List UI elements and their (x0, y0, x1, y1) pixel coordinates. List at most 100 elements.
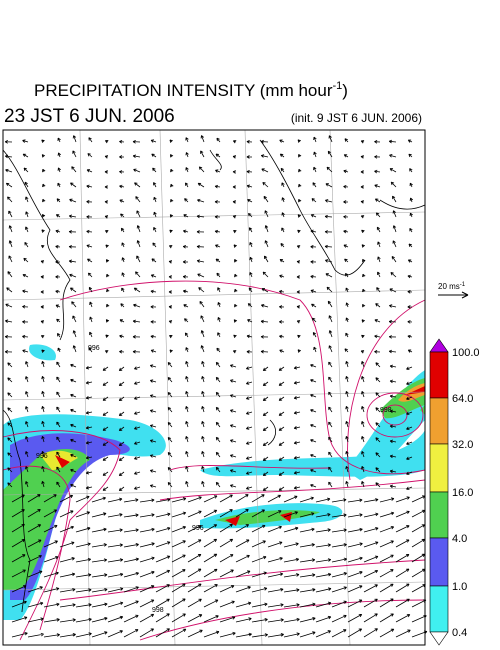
wind-arrow (139, 599, 155, 608)
wind-arrow (167, 437, 173, 443)
wind-arrow (299, 631, 316, 638)
wind-arrow (232, 215, 237, 219)
wind-arrow (246, 184, 253, 189)
wind-arrow (24, 241, 29, 248)
wind-arrow (296, 245, 301, 249)
wind-arrow (262, 441, 269, 447)
wind-arrow (262, 471, 269, 477)
wind-arrow (42, 183, 46, 188)
wind-arrow (234, 259, 238, 263)
wind-arrow (360, 170, 365, 174)
wind-arrow (104, 155, 109, 159)
wind-arrow (57, 152, 61, 158)
wind-arrow (139, 628, 154, 638)
wind-arrow (362, 303, 366, 308)
wind-arrow (312, 332, 317, 338)
wind-arrow (43, 587, 60, 593)
wind-arrow (388, 139, 397, 144)
wind-arrow (187, 583, 202, 593)
wind-arrow (119, 155, 125, 159)
wind-arrow (150, 289, 157, 294)
wind-arrow (219, 569, 234, 578)
wind-arrow (283, 603, 300, 608)
wind-arrow (85, 455, 93, 460)
wind-arrow (105, 259, 110, 263)
wind-arrow (104, 185, 109, 189)
wind-arrow (267, 618, 284, 623)
wind-arrow (235, 539, 250, 548)
wind-arrow (389, 454, 397, 459)
wind-arrow (40, 290, 45, 294)
wind-arrow (262, 381, 269, 387)
wind-arrow (375, 467, 381, 473)
wind-arrow (246, 334, 253, 339)
wind-arrow (360, 200, 365, 204)
wind-arrow (411, 538, 426, 548)
wind-arrow (91, 616, 108, 623)
wind-arrow (149, 469, 157, 473)
wind-arrow (118, 381, 125, 387)
wind-arrow (374, 155, 381, 159)
wind-arrow (41, 360, 45, 368)
wind-arrow (251, 571, 267, 578)
wind-arrow (8, 225, 13, 233)
wind-arrow (171, 497, 187, 503)
wind-arrow (310, 274, 317, 279)
wind-arrow (168, 305, 173, 309)
wind-arrow (123, 557, 139, 563)
colorbar-label: 4.0 (452, 533, 467, 545)
wind-arrow (363, 628, 378, 638)
wind-arrow (87, 272, 93, 278)
wind-arrow (278, 486, 285, 491)
wind-arrow (293, 366, 301, 370)
wind-arrow (262, 366, 269, 372)
wind-arrow (171, 583, 186, 593)
wind-arrow (11, 509, 25, 518)
wind-arrow (40, 275, 45, 279)
wind-arrow (263, 255, 269, 263)
wind-arrow (313, 166, 317, 173)
wind-arrow (27, 509, 41, 518)
wind-arrow (279, 153, 285, 158)
wind-arrow (106, 273, 110, 278)
wind-arrow (40, 260, 45, 264)
wind-arrow (377, 241, 381, 248)
wind-arrow (70, 438, 77, 443)
wind-arrow (395, 629, 411, 638)
wind-arrow (312, 182, 317, 188)
wind-arrow (167, 407, 173, 413)
wind-arrow (185, 465, 189, 473)
wind-arrow (283, 495, 298, 503)
isobars (2, 280, 426, 641)
wind-arrow (187, 496, 202, 503)
wind-arrow (134, 456, 141, 460)
wind-arrow (153, 226, 157, 233)
wind-arrow (389, 484, 397, 489)
wind-arrow (134, 182, 141, 188)
wind-arrow (407, 320, 413, 324)
wind-arrow (200, 315, 205, 323)
wind-arrow (11, 585, 27, 593)
wind-arrow (215, 153, 221, 158)
wind-arrow (343, 184, 349, 189)
wind-arrow (326, 286, 333, 293)
wind-arrow (203, 538, 218, 548)
wind-arrow (214, 184, 221, 189)
isobar-label: 998 (380, 407, 392, 414)
colorbar-label: 1.0 (452, 581, 467, 593)
wind-arrow (310, 214, 317, 218)
wind-arrow (248, 287, 253, 293)
wind-arrow (41, 390, 45, 398)
wind-arrow (203, 553, 218, 563)
wind-arrow (4, 334, 13, 339)
wind-arrow (201, 405, 205, 413)
wind-arrow (69, 273, 77, 278)
wind-arrow (203, 584, 218, 593)
wind-arrow (72, 345, 77, 353)
wind-arrow (315, 601, 332, 608)
wind-arrow (407, 305, 413, 309)
wind-arrow (343, 154, 349, 158)
wind-arrow (196, 214, 205, 219)
wind-arrow (296, 260, 301, 264)
wind-arrow (196, 230, 205, 234)
